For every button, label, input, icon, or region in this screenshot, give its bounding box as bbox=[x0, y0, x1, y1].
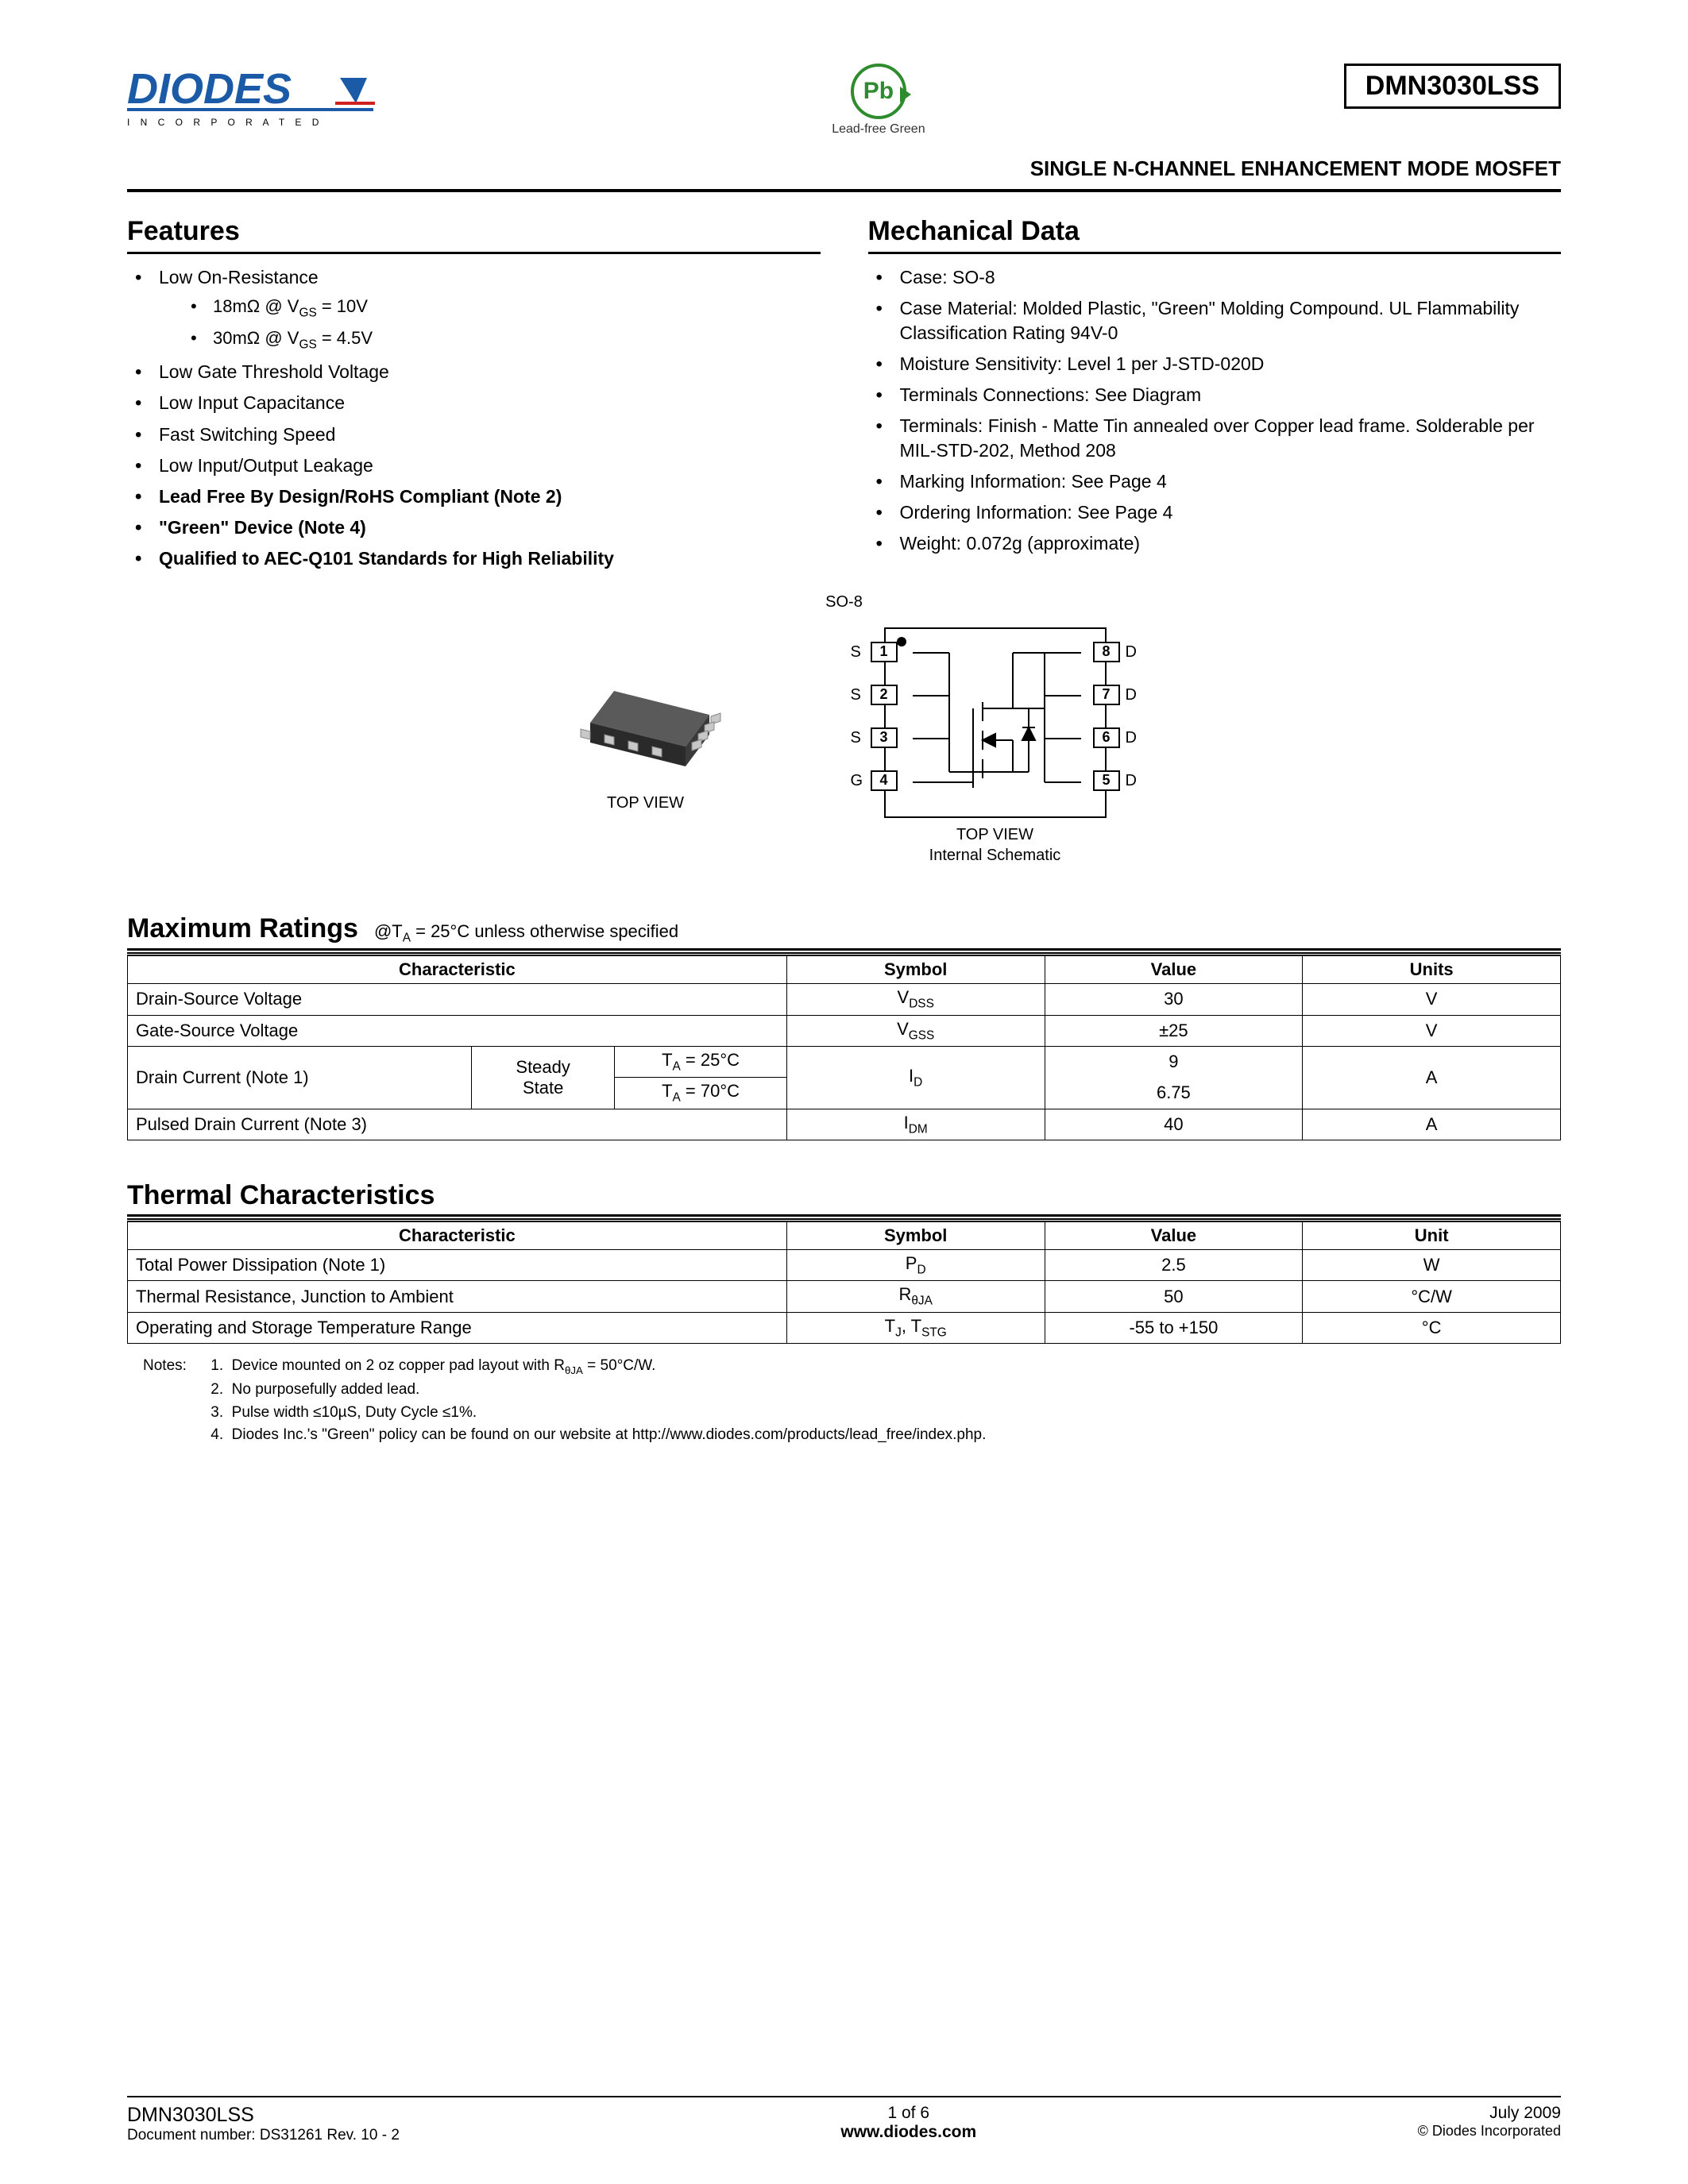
max-ratings-section: Maximum Ratings @TA = 25°C unless otherw… bbox=[127, 913, 1561, 1140]
pin-box: 1 bbox=[871, 642, 898, 662]
max-ratings-table: CharacteristicSymbolValueUnits Drain-Sou… bbox=[127, 952, 1561, 1140]
pin-label: D bbox=[1126, 772, 1137, 790]
feature-subitem: 18mΩ @ VGS = 10V bbox=[191, 295, 821, 322]
footer-docnum: Document number: DS31261 Rev. 10 - 2 bbox=[127, 2127, 400, 2144]
mechanical-item: Terminals Connections: See Diagram bbox=[876, 383, 1562, 407]
schematic-col: 1S2S3S4G8D7D6D5D TOP VIEW Internal Schem… bbox=[844, 627, 1146, 866]
footer-url: www.diodes.com bbox=[840, 2123, 976, 2142]
svg-text:I N C O R P O R A T E D: I N C O R P O R A T E D bbox=[127, 117, 323, 128]
mechanical-item: Case: SO-8 bbox=[876, 265, 1562, 290]
diodes-logo: DIODES I N C O R P O R A T E D bbox=[127, 64, 413, 141]
thermal-section: Thermal Characteristics CharacteristicSy… bbox=[127, 1180, 1561, 1446]
footer: DMN3030LSS Document number: DS31261 Rev.… bbox=[127, 2096, 1561, 2144]
pin-box: 8 bbox=[1093, 642, 1120, 662]
feature-item: Low Input/Output Leakage bbox=[135, 453, 821, 478]
max-ratings-title: Maximum Ratings bbox=[127, 913, 358, 944]
pb-label: Lead-free Green bbox=[832, 122, 925, 137]
pin-label: S bbox=[851, 686, 861, 704]
table-row: Gate-Source VoltageVGSS±25V bbox=[128, 1015, 1561, 1046]
mechanical-item: Weight: 0.072g (approximate) bbox=[876, 531, 1562, 556]
mechanical-item: Case Material: Molded Plastic, "Green" M… bbox=[876, 296, 1562, 345]
footer-date: July 2009 bbox=[1418, 2104, 1561, 2123]
package-row: TOP VIEW bbox=[127, 627, 1561, 866]
feature-item: Low Input Capacitance bbox=[135, 391, 821, 415]
note-item: 2. No purposefully added lead. bbox=[211, 1379, 986, 1402]
schematic-caption: TOP VIEW Internal Schematic bbox=[929, 824, 1061, 866]
footer-copyright: © Diodes Incorporated bbox=[1418, 2123, 1561, 2140]
pin-label: D bbox=[1126, 729, 1137, 747]
pin-label: S bbox=[851, 729, 861, 747]
table-row: Pulsed Drain Current (Note 3)IDM40A bbox=[128, 1109, 1561, 1140]
pin-box: 2 bbox=[871, 685, 898, 705]
thermal-table: CharacteristicSymbolValueUnit Total Powe… bbox=[127, 1218, 1561, 1344]
footer-center: 1 of 6 www.diodes.com bbox=[840, 2104, 976, 2142]
table-row: Drain-Source VoltageVDSS30V bbox=[128, 984, 1561, 1015]
package-image-col: TOP VIEW bbox=[543, 627, 749, 866]
pin-label: S bbox=[851, 643, 861, 662]
pb-icon: Pb bbox=[851, 64, 906, 119]
table-row: Total Power Dissipation (Note 1)PD2.5W bbox=[128, 1250, 1561, 1281]
chip-3d-icon bbox=[543, 627, 749, 786]
feature-item: Lead Free By Design/RoHS Compliant (Note… bbox=[135, 484, 821, 509]
mechanical-item: Ordering Information: See Page 4 bbox=[876, 500, 1562, 525]
thermal-title: Thermal Characteristics bbox=[127, 1180, 435, 1211]
footer-part: DMN3030LSS bbox=[127, 2104, 400, 2127]
feature-item: "Green" Device (Note 4) bbox=[135, 515, 821, 540]
notes-block: Notes: 1. Device mounted on 2 oz copper … bbox=[127, 1355, 1561, 1446]
pin-label: D bbox=[1126, 686, 1137, 704]
mechanical-title: Mechanical Data bbox=[868, 216, 1562, 254]
subtitle: SINGLE N-CHANNEL ENHANCEMENT MODE MOSFET bbox=[127, 156, 1561, 181]
note-item: 4. Diodes Inc.'s "Green" policy can be f… bbox=[211, 1424, 986, 1447]
part-number-box: DMN3030LSS bbox=[1344, 64, 1561, 109]
pin-box: 5 bbox=[1093, 770, 1120, 791]
package-label: SO-8 bbox=[127, 593, 1561, 612]
topview-caption: TOP VIEW bbox=[607, 793, 684, 813]
pin-label: D bbox=[1126, 643, 1137, 662]
features-title: Features bbox=[127, 216, 821, 254]
pin-box: 7 bbox=[1093, 685, 1120, 705]
table-row: Drain Current (Note 1)SteadyStateTA = 25… bbox=[128, 1046, 1561, 1077]
feature-item: Low On-Resistance18mΩ @ VGS = 10V30mΩ @ … bbox=[135, 265, 821, 353]
pin-box: 6 bbox=[1093, 727, 1120, 748]
footer-right: July 2009 © Diodes Incorporated bbox=[1418, 2104, 1561, 2140]
feature-item: Fast Switching Speed bbox=[135, 423, 821, 447]
footer-page: 1 of 6 bbox=[840, 2104, 976, 2123]
leadfree-badge: Pb Lead-free Green bbox=[832, 64, 925, 137]
notes-label: Notes: bbox=[143, 1355, 207, 1378]
mechanical-item: Terminals: Finish - Matte Tin annealed o… bbox=[876, 414, 1562, 463]
header: DIODES I N C O R P O R A T E D Pb Lead-f… bbox=[127, 64, 1561, 141]
logo-text: DIODES bbox=[127, 65, 292, 113]
table-row: Operating and Storage Temperature RangeT… bbox=[128, 1312, 1561, 1343]
feature-item: Low Gate Threshold Voltage bbox=[135, 360, 821, 384]
mechanical-section: Mechanical Data Case: SO-8 Case Material:… bbox=[868, 216, 1562, 577]
feature-item: Qualified to AEC-Q101 Standards for High… bbox=[135, 546, 821, 571]
pin-box: 4 bbox=[871, 770, 898, 791]
pin-label: G bbox=[851, 772, 863, 790]
mechanical-item: Moisture Sensitivity: Level 1 per J-STD-… bbox=[876, 352, 1562, 376]
max-ratings-condition: @TA = 25°C unless otherwise specified bbox=[374, 921, 678, 945]
features-section: Features Low On-Resistance18mΩ @ VGS = 1… bbox=[127, 216, 821, 577]
mechanical-item: Marking Information: See Page 4 bbox=[876, 469, 1562, 494]
pb-text: Pb bbox=[863, 78, 894, 105]
feature-subitem: 30mΩ @ VGS = 4.5V bbox=[191, 326, 821, 353]
table-row: Thermal Resistance, Junction to AmbientR… bbox=[128, 1281, 1561, 1312]
note-item: 1. Device mounted on 2 oz copper pad lay… bbox=[211, 1355, 986, 1379]
note-item: 3. Pulse width ≤10µS, Duty Cycle ≤1%. bbox=[211, 1402, 986, 1425]
pin-box: 3 bbox=[871, 727, 898, 748]
schematic-box bbox=[884, 627, 1107, 818]
mosfet-symbol-icon bbox=[886, 629, 1108, 820]
footer-left: DMN3030LSS Document number: DS31261 Rev.… bbox=[127, 2104, 400, 2144]
